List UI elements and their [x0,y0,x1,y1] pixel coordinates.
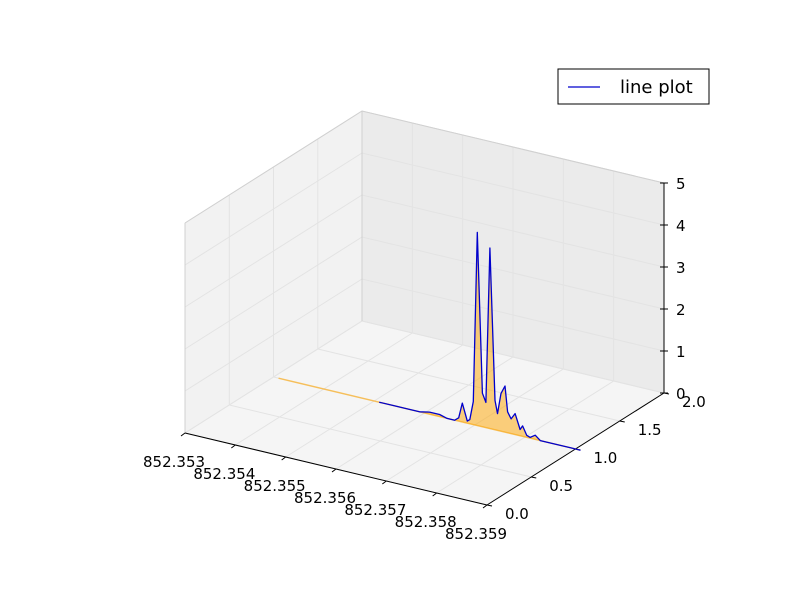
x-tick-label: 852.358 [395,513,457,531]
y-tick-label: 1.0 [594,449,618,467]
legend: line plot [557,68,710,105]
axes-panes [185,111,664,505]
x-tick-mark [281,456,286,461]
x-tick-mark [432,492,437,497]
z-tick-label: 5 [676,175,686,193]
x-tick-mark [382,480,387,485]
x-tick-label: 852.354 [193,465,255,483]
x-tick-mark [231,444,236,449]
y-tick-label: 0.0 [505,505,529,523]
x-tick-mark [482,504,488,509]
x-tick-label: 852.357 [344,501,406,519]
x-tick-label: 852.359 [445,525,507,543]
z-tick-label: 1 [676,343,686,361]
z-tick-label: 0 [676,385,686,403]
y-tick-mark [486,504,493,507]
y-tick-mark [619,420,625,423]
y-tick-label: 1.5 [638,421,662,439]
x-tick-mark [331,468,337,473]
legend-label: line plot [620,77,693,98]
z-tick-label: 3 [676,259,686,277]
line-plot-series [379,231,581,451]
z-tick-label: 2 [676,301,686,319]
x-tick-mark [180,432,186,437]
x-tick-label: 852.355 [244,477,306,495]
y-tick-mark [531,476,537,479]
x-tick-label: 852.356 [294,489,356,507]
plot-series [278,231,581,451]
axis-ticks: 852.353852.354852.355852.356852.357852.3… [143,175,706,543]
y-tick-label: 0.5 [549,477,573,495]
filled-area [379,232,581,451]
x-tick-label: 852.353 [143,453,205,471]
y-tick-label: 2.0 [682,393,706,411]
z-tick-label: 4 [676,217,686,235]
